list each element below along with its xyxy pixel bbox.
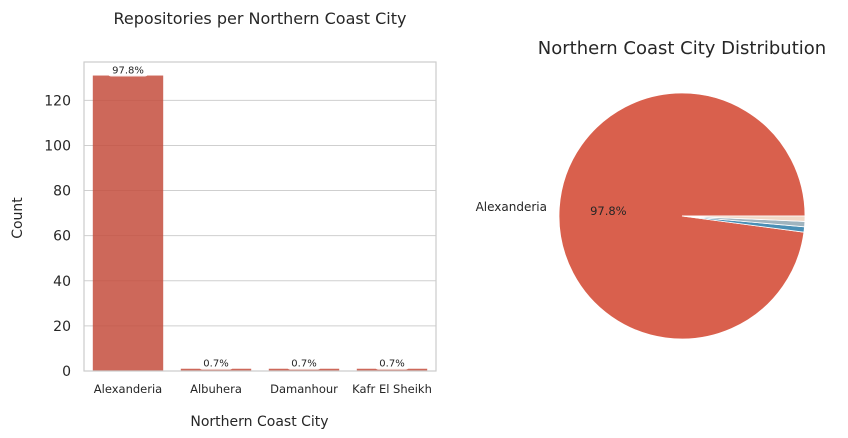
pie-slice-percent: 97.8% xyxy=(590,204,627,218)
bar-y-tick-label: 100 xyxy=(44,138,71,154)
bar xyxy=(356,368,428,371)
bar-x-ticks: Alexanderia Albuhera Damanhour Kafr El Shei… xyxy=(94,382,432,396)
pie-labels: Alexanderia 97.8% xyxy=(476,200,627,218)
bar-x-axis-label: Northern Coast City xyxy=(190,414,328,430)
bar-x-tick-label: Albuhera xyxy=(190,382,242,396)
bar-y-axis-label: Count xyxy=(10,197,26,239)
bar-y-tick-label: 0 xyxy=(62,364,71,380)
pie-slice-label: Alexanderia xyxy=(476,200,547,214)
bar-y-tick-label: 80 xyxy=(53,184,71,200)
bar-data-label-box xyxy=(287,356,321,370)
bar-y-tick-label: 120 xyxy=(44,93,71,109)
bar-chart: Repositories per Northern Coast City 0 20… xyxy=(10,9,437,430)
bar-data-label: 97.8% xyxy=(112,66,144,77)
bar xyxy=(268,368,340,371)
bar-data-label: 0.7% xyxy=(203,359,228,370)
bar-bars: 97.8% 0.7% 0.7% 0.7% xyxy=(92,63,428,372)
pie-slice xyxy=(681,215,806,222)
bar-x-tick-label: Alexanderia xyxy=(94,382,162,396)
bar-data-label-box xyxy=(375,356,409,370)
bar-y-tick-label: 60 xyxy=(53,229,71,245)
bar xyxy=(92,75,164,372)
bar-y-tick-label: 20 xyxy=(53,319,71,335)
pie-chart: Northern Coast City Distribution Alexand… xyxy=(476,38,826,340)
bar-chart-title: Repositories per Northern Coast City xyxy=(114,9,407,28)
bar-y-tick-label: 40 xyxy=(53,274,71,290)
bar-data-label-box xyxy=(199,356,233,370)
bar-x-tick-label: Kafr El Sheikh xyxy=(352,382,432,396)
bar-data-label-box xyxy=(108,63,148,77)
pie-slices xyxy=(558,92,806,340)
bar-x-tick-label: Damanhour xyxy=(270,382,338,396)
bar-data-label: 0.7% xyxy=(379,359,404,370)
bar-y-ticks: 0 20 40 60 80 100 120 xyxy=(44,93,71,380)
bar xyxy=(180,368,252,371)
pie-chart-title: Northern Coast City Distribution xyxy=(538,38,826,59)
bar-plot-frame xyxy=(83,61,437,372)
bar-data-label: 0.7% xyxy=(291,359,316,370)
